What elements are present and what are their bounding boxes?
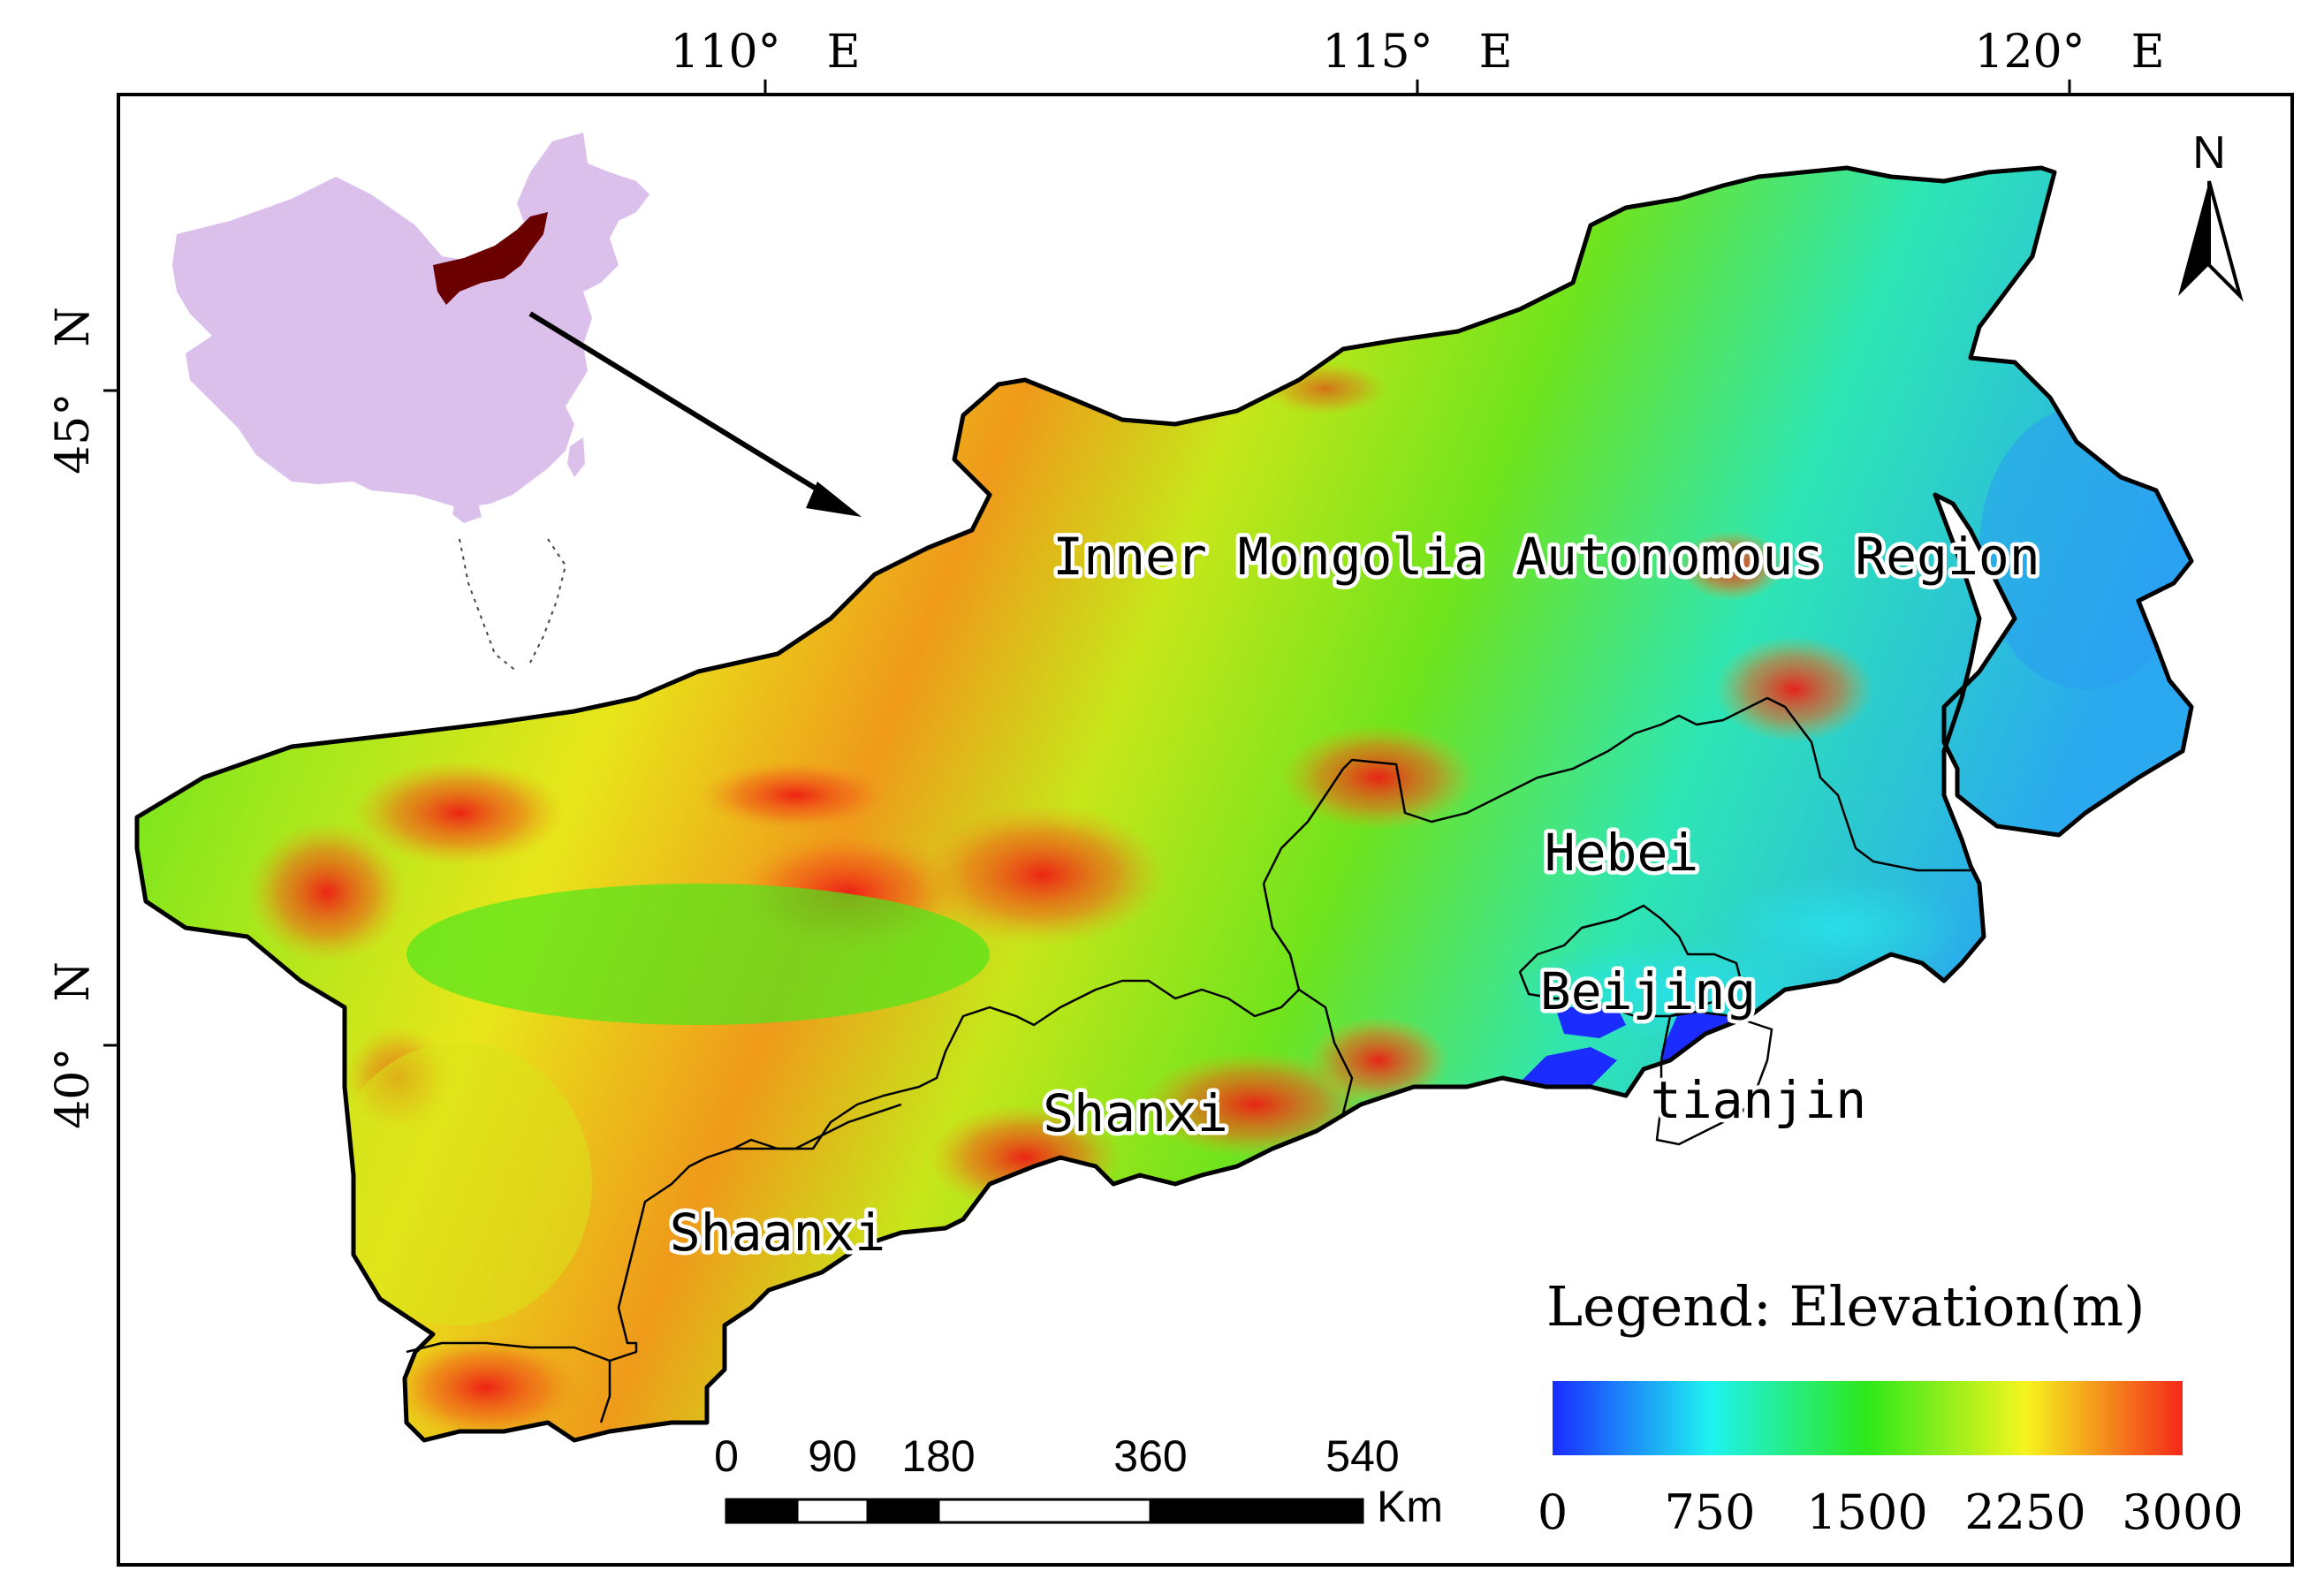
region-label-inner-mongolia: Inner Mongolia Autonomous Region <box>1052 527 2039 587</box>
longitude-label-115: 115° E <box>1322 26 1512 79</box>
region-label-shanxi: Shanxi <box>1043 1083 1228 1143</box>
north-arrow-icon <box>2178 181 2209 296</box>
south-china-sea-islands <box>459 538 567 672</box>
taiwan-island <box>567 437 585 477</box>
hainan-island <box>452 499 482 523</box>
scale-tick-180: 180 <box>901 1431 975 1481</box>
graticule-ticks <box>103 80 2071 1047</box>
legend-tick-1500: 1500 <box>1806 1484 1927 1540</box>
legend-tick-2250: 2250 <box>1964 1484 2085 1540</box>
region-label-tianjin: tianjin <box>1651 1070 1866 1130</box>
north-arrow: N <box>2178 127 2244 302</box>
longitude-label-120: 120° E <box>1974 26 2164 79</box>
study-area-highlight <box>433 212 548 305</box>
region-label-beijing: Beijing <box>1540 961 1756 1021</box>
longitude-label-110: 110° E <box>670 26 860 79</box>
province-boundaries <box>406 696 1971 1423</box>
latitude-label-45: 45° N <box>47 307 100 474</box>
scale-bar: 0 90 180 360 540 Km <box>714 1431 1443 1531</box>
scale-tick-540: 540 <box>1325 1431 1399 1481</box>
legend-tick-750: 750 <box>1664 1484 1755 1540</box>
study-area-boundary <box>134 165 2194 1443</box>
scale-tick-0: 0 <box>714 1431 739 1481</box>
scale-unit: Km <box>1377 1482 1443 1531</box>
legend-tick-3000: 3000 <box>2122 1484 2243 1540</box>
scale-tick-360: 360 <box>1113 1431 1187 1481</box>
inset-china-map <box>172 133 649 672</box>
legend-tick-0: 0 <box>1538 1484 1568 1540</box>
latitude-label-40: 40° N <box>47 961 100 1129</box>
region-label-hebei: Hebei <box>1545 823 1699 883</box>
north-arrow-label: N <box>2192 127 2226 178</box>
inset-pointer-arrow <box>528 311 862 517</box>
scale-tick-90: 90 <box>808 1431 857 1481</box>
region-label-shaanxi: Shaanxi <box>670 1203 885 1263</box>
legend-color-ramp <box>1553 1381 2183 1455</box>
legend-title: Legend: Elevation(m) <box>1546 1274 2145 1339</box>
elevation-legend: Legend: Elevation(m) 0 750 1500 2250 300… <box>1538 1274 2244 1540</box>
